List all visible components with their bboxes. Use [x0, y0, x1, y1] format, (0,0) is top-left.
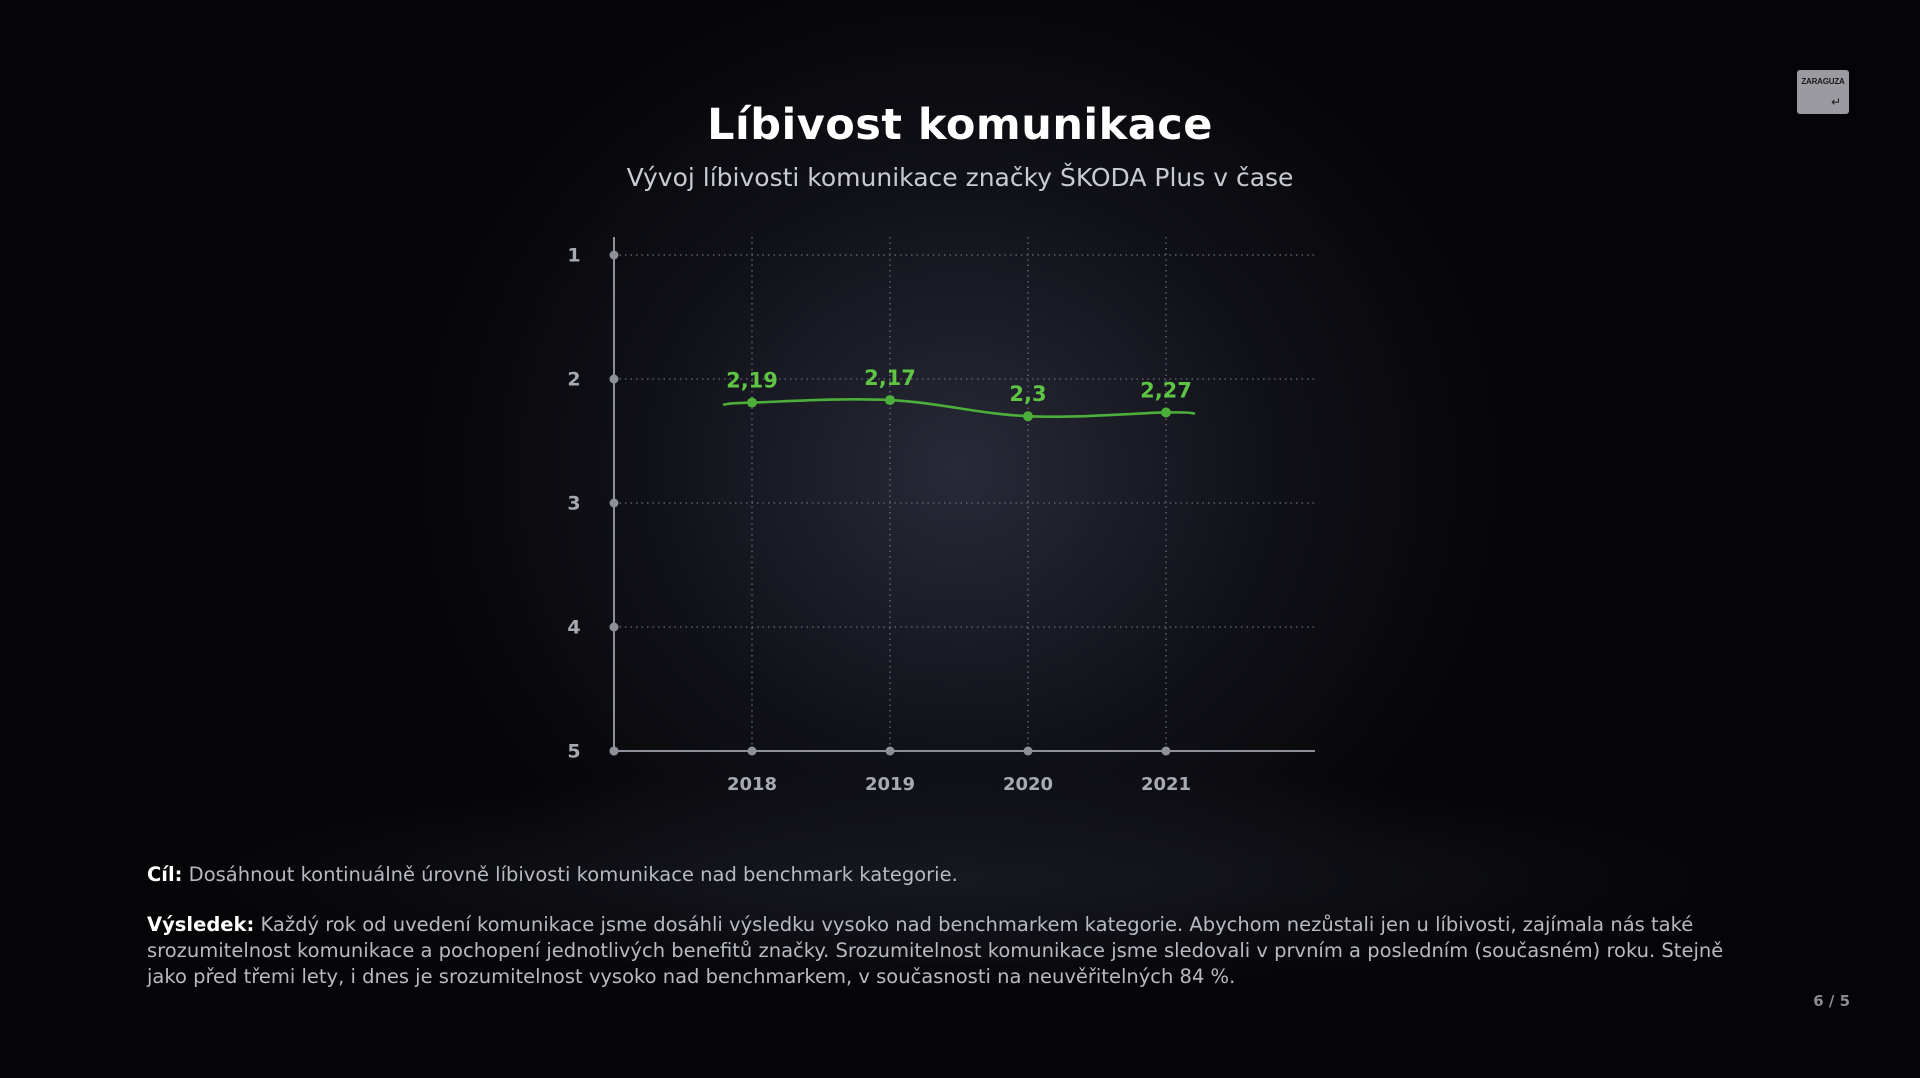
result-label: Výsledek: [147, 913, 255, 936]
series-line [722, 398, 1196, 419]
x-tick-label: 2019 [865, 774, 915, 795]
result-paragraph: Výsledek: Každý rok od uvedení komunikac… [147, 912, 1747, 990]
x-tick-dot [1023, 746, 1033, 756]
x-tick-label: 2020 [1003, 774, 1053, 795]
slide-title: Líbivost komunikace [707, 100, 1213, 150]
logo-text: ZARAGUZA [1801, 77, 1845, 86]
slide-notes: Cíl: Dosáhnout kontinuálně úrovně líbivo… [147, 862, 1747, 990]
data-point [885, 395, 895, 406]
data-point [1161, 407, 1171, 418]
x-tick-dot [1161, 746, 1171, 756]
x-tick-label: 2021 [1141, 774, 1191, 795]
y-tick-label: 4 [567, 617, 580, 639]
page-number: 6 / 5 [1813, 992, 1850, 1010]
x-tick-dot [885, 746, 895, 756]
y-tick-dot [609, 250, 619, 260]
y-tick-label: 2 [567, 369, 580, 391]
goal-label: Cíl: [147, 863, 183, 886]
y-tick-dot [609, 622, 619, 632]
data-point [1023, 411, 1033, 422]
y-tick-label: 1 [567, 245, 580, 267]
y-tick-label: 5 [567, 741, 580, 763]
x-tick-dot [747, 746, 757, 756]
logo-badge: ZARAGUZA ↵ [1797, 70, 1849, 114]
return-arrow-icon: ↵ [1830, 95, 1841, 109]
goal-text: Dosáhnout kontinuálně úrovně líbivosti k… [182, 863, 958, 886]
x-tick-label: 2018 [727, 774, 777, 795]
y-tick-dot [609, 374, 619, 384]
y-tick-label: 3 [567, 493, 580, 515]
y-tick-dot [609, 498, 619, 508]
data-label: 2,17 [864, 366, 916, 390]
slide-subtitle: Vývoj líbivosti komunikace značky ŠKODA … [626, 163, 1294, 192]
result-text: Každý rok od uvedení komunikace jsme dos… [147, 913, 1724, 988]
data-label: 2,3 [1009, 382, 1046, 406]
data-label: 2,19 [726, 369, 778, 393]
data-point [747, 397, 757, 408]
data-label: 2,27 [1140, 378, 1192, 402]
x-origin-dot [609, 746, 619, 756]
agency-logo: ZARAGUZA ↵ [1797, 70, 1849, 114]
goal-paragraph: Cíl: Dosáhnout kontinuálně úrovně líbivo… [147, 862, 1747, 888]
